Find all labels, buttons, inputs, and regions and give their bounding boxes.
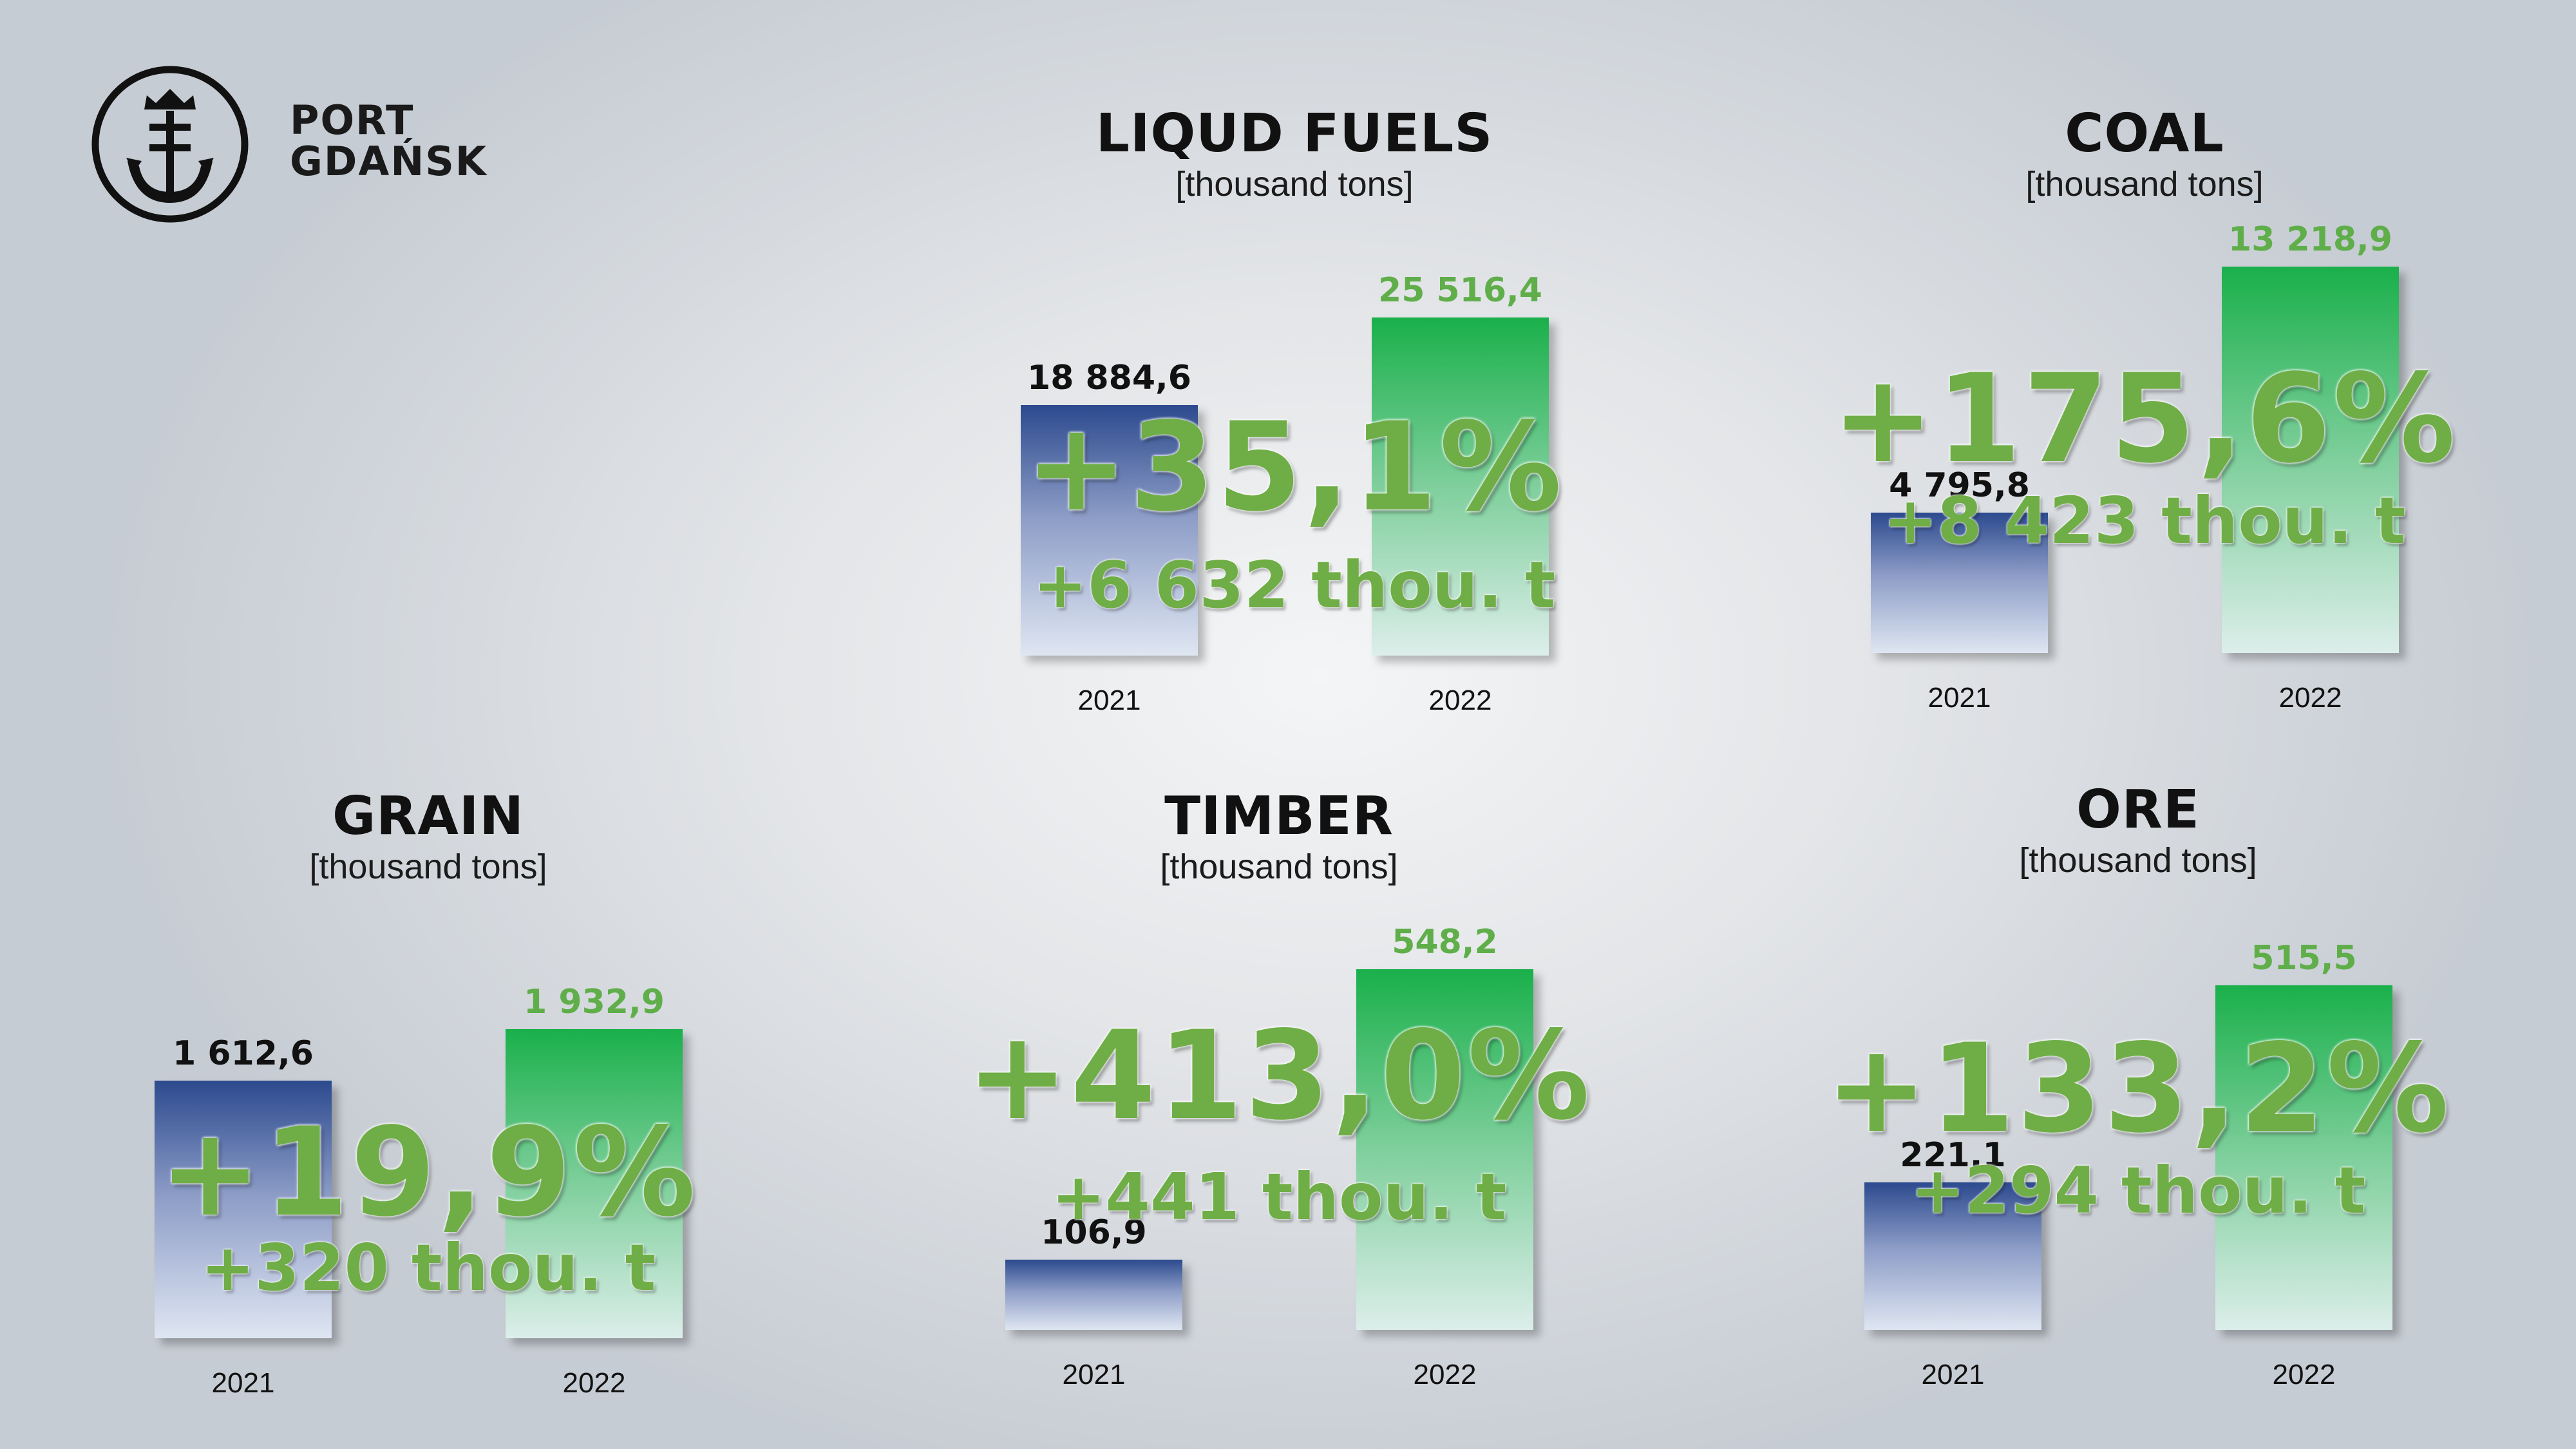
change-percent: +35,1% <box>1025 396 1564 538</box>
bar-2022 <box>1372 317 1549 656</box>
chart-title: ORE <box>2076 779 2200 840</box>
x-tick-2022: 2022 <box>2272 1359 2336 1390</box>
bar-2021 <box>1871 513 2048 653</box>
x-tick-2021: 2021 <box>1921 1359 1985 1390</box>
value-label-2022: 515,5 <box>2251 939 2357 978</box>
value-label-2022: 25 516,4 <box>1378 271 1542 310</box>
brand-line-2: GDAŃSK <box>290 138 488 185</box>
x-tick-2022: 2022 <box>562 1367 626 1399</box>
change-percent: +133,2% <box>1825 1018 2451 1160</box>
brand-line-1: PORT <box>290 97 415 144</box>
value-label-2021: 4 795,8 <box>1889 466 2030 505</box>
bar-2021 <box>155 1081 332 1338</box>
chart-unit: [thousand tons] <box>1175 165 1414 204</box>
chart-panel-timber: TIMBER [thousand tons] 106,9 2021 548,2 2022 +… <box>957 779 1601 1423</box>
chart-unit: [thousand tons] <box>2025 165 2264 204</box>
value-label-2021: 221,1 <box>1900 1136 2006 1175</box>
bar-2022 <box>506 1029 683 1338</box>
x-tick-2021: 2021 <box>1062 1359 1126 1390</box>
value-label-2021: 18 884,6 <box>1027 359 1191 397</box>
change-percent: +413,0% <box>966 1005 1592 1147</box>
value-label-2022: 13 218,9 <box>2228 220 2392 259</box>
x-tick-2022: 2022 <box>1428 685 1492 716</box>
change-percent: +19,9% <box>158 1101 698 1244</box>
x-tick-2021: 2021 <box>1077 685 1141 716</box>
x-tick-2021: 2021 <box>211 1367 275 1399</box>
value-label-2022: 548,2 <box>1392 923 1498 961</box>
value-label-2021: 1 612,6 <box>173 1034 314 1073</box>
value-label-2022: 1 932,9 <box>524 983 665 1021</box>
chart-panel-liquid-fuels: LIQUD FUELS [thousand tons] 18 884,6 2021 25… <box>972 97 1616 741</box>
value-label-2021: 106,9 <box>1041 1213 1147 1252</box>
bar-2021 <box>1864 1182 2041 1330</box>
change-percent: +175,6% <box>1832 348 2458 490</box>
chart-title: COAL <box>2065 103 2224 164</box>
x-tick-2022: 2022 <box>2278 682 2342 714</box>
chart-panel-ore: ORE [thousand tons] 221,1 2021 515,5 2022 +133… <box>1816 770 2460 1414</box>
change-absolute: +441 thou. t <box>1051 1159 1507 1235</box>
change-absolute: +8 423 thou. t <box>1883 483 2406 558</box>
anchor-icon <box>91 66 249 223</box>
chart-title: LIQUD FUELS <box>1095 103 1493 164</box>
bar-2022 <box>1356 969 1533 1330</box>
x-tick-2021: 2021 <box>1927 682 1991 714</box>
chart-panel-coal: COAL [thousand tons] 4 795,8 2021 13 218,9 20… <box>1823 97 2467 741</box>
chart-panel-grain: GRAIN [thousand tons] 1 612,6 2021 1 932,9 20… <box>106 779 750 1423</box>
chart-title: TIMBER <box>1164 786 1394 847</box>
bar-2022 <box>2222 267 2399 653</box>
change-absolute: +320 thou. t <box>200 1230 656 1305</box>
change-absolute: +6 632 thou. t <box>1033 547 1556 623</box>
chart-title: GRAIN <box>332 786 525 847</box>
chart-unit: [thousand tons] <box>2019 841 2257 880</box>
bar-2021 <box>1005 1260 1182 1330</box>
bar-2022 <box>2215 985 2392 1330</box>
chart-unit: [thousand tons] <box>309 848 547 886</box>
change-absolute: +294 thou. t <box>1910 1153 2366 1228</box>
chart-unit: [thousand tons] <box>1160 848 1398 886</box>
x-tick-2022: 2022 <box>1413 1359 1477 1390</box>
bar-2021 <box>1021 405 1198 656</box>
port-gdansk-logo: PORT GDAŃSK <box>90 64 541 232</box>
